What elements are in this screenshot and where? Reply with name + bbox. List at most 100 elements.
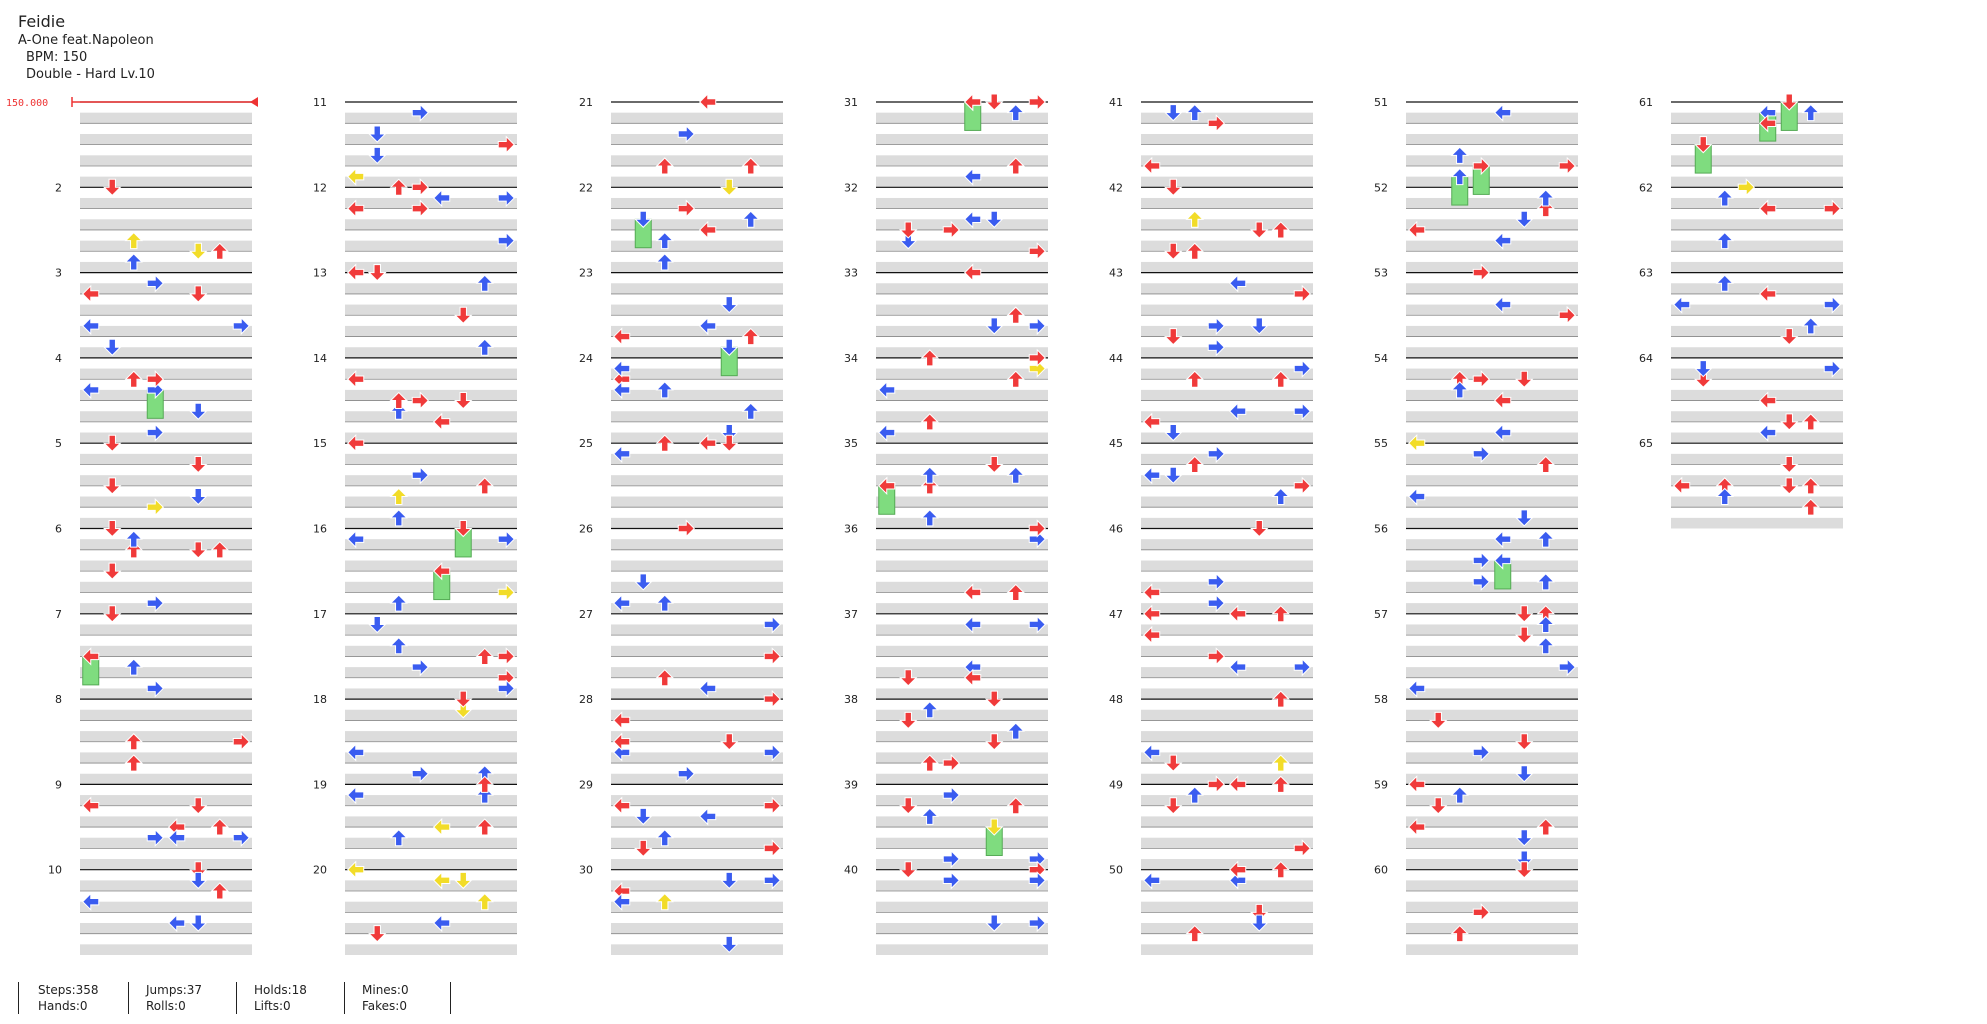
measure-grid [345, 869, 517, 955]
measure-label: 43 [1109, 267, 1123, 280]
beat-shade [876, 432, 1048, 444]
beat-shade [1671, 347, 1843, 358]
beat-shade [1141, 731, 1313, 742]
measure-label: 11 [313, 96, 327, 109]
up-arrow-note [475, 892, 494, 911]
down-arrow-note [985, 818, 1004, 836]
measure-notes [347, 520, 515, 612]
beat-shade [80, 560, 252, 572]
measure-notes [82, 605, 164, 698]
up-arrow-note [475, 647, 494, 665]
stat-jumps: Jumps:37 [146, 983, 203, 997]
beat-shade [1671, 176, 1843, 188]
down-arrow-note [454, 871, 473, 890]
beat-shade [80, 496, 252, 508]
measure-grid [1141, 613, 1313, 700]
left-arrow-note [433, 188, 451, 208]
left-arrow-note [1229, 402, 1247, 421]
down-arrow-note [1250, 317, 1269, 335]
beat-shade [611, 496, 783, 508]
left-arrow-note [964, 167, 982, 186]
down-arrow-note [103, 434, 122, 452]
beat-shade [1406, 539, 1578, 550]
up-arrow-note [655, 892, 674, 911]
beat-shade [876, 688, 1048, 700]
measure-label: 31 [844, 96, 858, 109]
measure-notes [1472, 529, 1555, 592]
up-arrow-note [920, 349, 939, 367]
measure-label: 59 [1374, 778, 1388, 791]
measure-grid [611, 101, 783, 188]
measure-label: 2 [55, 181, 62, 194]
right-arrow-note [146, 274, 164, 293]
up-arrow-note [124, 253, 143, 271]
beat-shade [1141, 709, 1313, 721]
right-arrow-note [1472, 572, 1490, 592]
measure-notes [1408, 189, 1555, 250]
down-arrow-note [189, 914, 208, 932]
up-arrow-note [210, 242, 229, 260]
measure-notes [1143, 690, 1290, 772]
beat-shade [80, 731, 252, 742]
measure-grid [611, 357, 783, 444]
right-arrow-note [497, 583, 515, 602]
beat-shade [1406, 709, 1578, 721]
measure-notes [613, 689, 781, 783]
measure-grid [1671, 272, 1843, 358]
measure-label: 23 [579, 267, 593, 280]
measure-grid [1141, 527, 1313, 614]
left-arrow-note [613, 892, 631, 911]
beat-shade [611, 731, 783, 742]
measure-grid [876, 357, 1048, 444]
up-arrow-note [1801, 413, 1820, 431]
beat-shade [876, 603, 1048, 614]
measure-notes [1408, 605, 1576, 698]
beat-shade [345, 816, 517, 828]
left-arrow-note [1494, 295, 1512, 314]
right-arrow-note [497, 188, 515, 208]
measure-notes [899, 210, 1046, 261]
right-arrow-note [232, 828, 250, 847]
measure-grid [80, 869, 252, 955]
right-arrow-note [1207, 593, 1225, 613]
beat-shade [80, 411, 252, 422]
right-arrow-note [1207, 338, 1225, 357]
up-arrow-note [1536, 455, 1555, 474]
beat-shade [611, 667, 783, 678]
up-arrow-note [920, 466, 939, 484]
up-arrow-note [1536, 573, 1555, 591]
down-arrow-note [720, 424, 739, 442]
down-arrow-note [103, 562, 122, 580]
left-arrow-note [1759, 391, 1777, 410]
down-arrow-note [189, 871, 208, 890]
left-arrow-note [82, 647, 100, 666]
beat-shade [1141, 517, 1313, 529]
beat-shade [80, 517, 252, 529]
left-arrow-note [878, 380, 896, 400]
beat-shade [345, 688, 517, 700]
measure-grid [1406, 442, 1578, 529]
beat-shade [1671, 389, 1843, 401]
up-arrow-note [389, 402, 408, 420]
measure-notes [613, 519, 695, 613]
left-arrow-note [82, 316, 100, 336]
down-arrow-note [1780, 477, 1799, 495]
measure-label: 7 [55, 608, 62, 621]
down-arrow-note [368, 146, 387, 165]
beat-shade [345, 709, 517, 721]
measure-notes [655, 92, 760, 175]
beat-shade [345, 475, 517, 486]
beat-shade [1141, 837, 1313, 849]
beat-shade [345, 133, 517, 145]
measure-label: 56 [1374, 523, 1388, 536]
beat-shade [876, 155, 1048, 166]
right-arrow-note [411, 391, 429, 410]
beat-shade [80, 176, 252, 188]
left-arrow-note [1408, 817, 1426, 837]
right-arrow-note [677, 199, 695, 218]
down-arrow-note [1515, 370, 1534, 388]
measure-label: 25 [579, 437, 593, 450]
beat-shade [345, 517, 517, 529]
up-arrow-note [1185, 210, 1204, 228]
up-arrow-note [1801, 477, 1820, 495]
